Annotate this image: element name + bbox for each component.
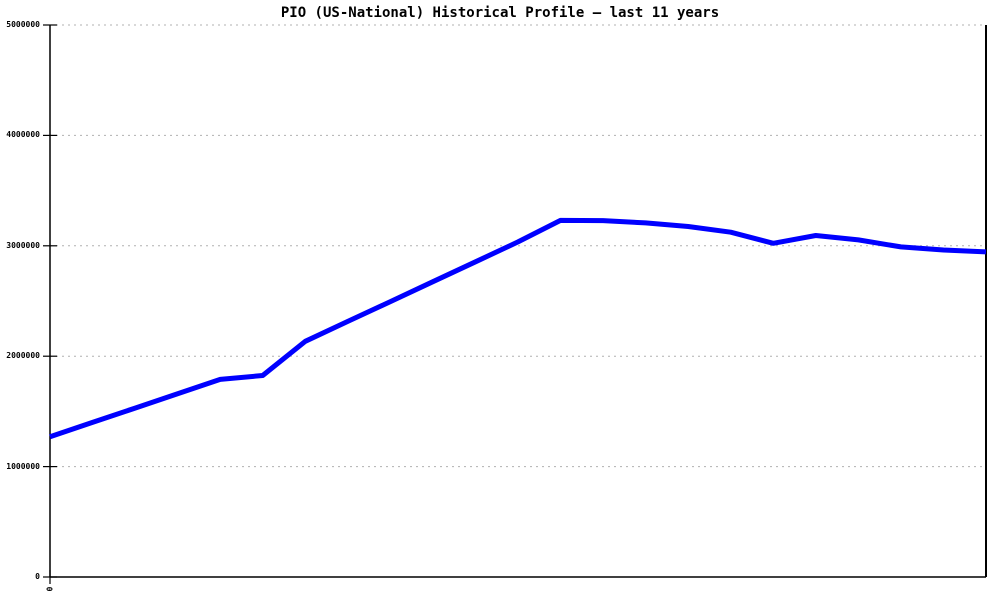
ytick-label-1000000: 1000000 xyxy=(6,462,40,471)
ytick-label-3000000: 3000000 xyxy=(6,241,40,250)
ytick-label-5000000: 5000000 xyxy=(6,20,40,29)
axes xyxy=(49,25,987,578)
xtick-label-0: 0 xyxy=(44,586,54,592)
gridlines xyxy=(50,24,986,468)
ytick-label-2000000: 2000000 xyxy=(6,351,40,360)
ytick-label-0: 0 xyxy=(35,572,40,581)
chart-title: PIO (US-National) Historical Profile – l… xyxy=(280,5,720,21)
axis-ticks xyxy=(43,24,57,584)
data-series-line xyxy=(49,217,987,440)
series-polyline xyxy=(49,217,987,440)
ytick-label-4000000: 4000000 xyxy=(6,130,40,139)
